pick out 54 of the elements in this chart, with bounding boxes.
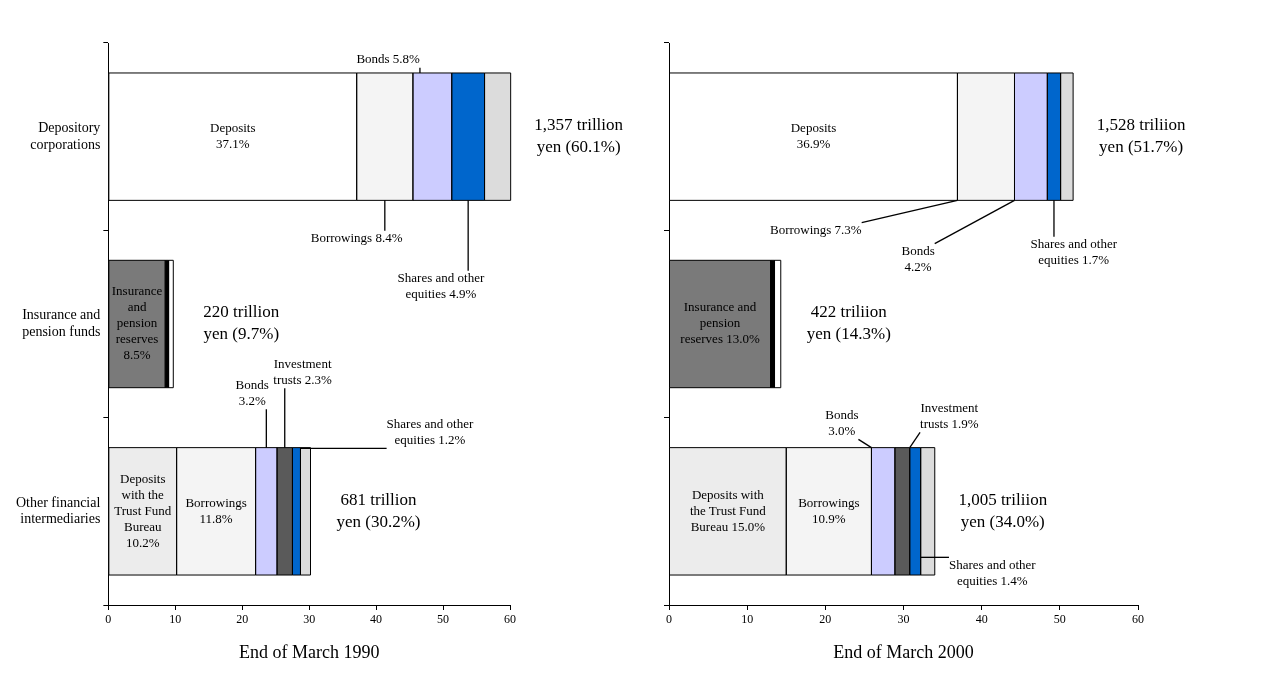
text: Bonds xyxy=(901,243,935,259)
data-label: 36.9% xyxy=(796,136,831,152)
x-tick-label: 10 xyxy=(169,612,182,627)
y-tick-label: Insurance and pension funds xyxy=(22,307,101,340)
x-tick-label: 0 xyxy=(666,612,672,627)
total-label: 220 trillion yen (9.7%) xyxy=(203,302,280,344)
total-label: 1,528 triliion yen (51.7%) xyxy=(1096,115,1187,157)
text: Shares and other equities 1.7% xyxy=(1030,236,1118,268)
text: Deposits with the Trust Fund Bureau 15.0% xyxy=(689,486,766,534)
series-label: Deposits with the Trust Fund Bureau xyxy=(114,470,172,534)
text: Shares and other equities 1.2% xyxy=(386,415,474,447)
data-label: 8.5% xyxy=(123,347,151,363)
x-tick-label: 20 xyxy=(236,612,249,627)
text: Bonds xyxy=(235,376,269,392)
x-tick-label: 10 xyxy=(741,612,754,627)
text: Borrowings 8.4% xyxy=(310,230,403,246)
x-tick-label: 60 xyxy=(1132,612,1144,627)
data-label: 4.2% xyxy=(904,259,932,275)
text: Shares and other equities 4.9% xyxy=(397,270,485,302)
x-tick-label: 20 xyxy=(819,612,832,627)
data-label: 10.9% xyxy=(812,510,846,526)
data-label: 10.2% xyxy=(125,534,160,550)
data-label: 3.2% xyxy=(238,392,266,408)
text: Investment trusts 1.9% xyxy=(920,399,979,431)
text: Bonds xyxy=(825,406,859,422)
total-label: 422 triliion yen (14.3%) xyxy=(806,302,891,344)
text: Insurance and pension reserves 13.0% xyxy=(680,299,760,347)
series-label: Borrowings xyxy=(798,494,860,510)
y-tick-label: Other financial intermediaries xyxy=(15,494,101,527)
x-tick-label: 50 xyxy=(437,612,450,627)
x-tick-label: 50 xyxy=(1053,612,1066,627)
text: Bonds 5.8% xyxy=(356,51,420,67)
x-tick-label: 30 xyxy=(303,612,316,627)
data-label: 37.1% xyxy=(215,136,250,152)
text: Shares and other equities 1.4% xyxy=(948,556,1036,588)
data-label: 11.8% xyxy=(199,510,233,526)
y-tick-label: Depository corporations xyxy=(30,119,101,152)
total-label: 681 trillion yen (30.2%) xyxy=(336,489,421,531)
text: Borrowings 7.3% xyxy=(769,222,862,238)
series-label: Insurance and pension reserves xyxy=(111,283,163,347)
x-tick-label: 30 xyxy=(897,612,910,627)
x-tick-label: 40 xyxy=(370,612,383,627)
x-tick-label: 0 xyxy=(105,612,112,627)
data-label: 3.0% xyxy=(828,422,856,438)
text: Investment trusts 2.3% xyxy=(273,355,332,387)
series-label: Borrowings xyxy=(185,494,247,510)
series-label: Deposits xyxy=(210,120,256,136)
x-axis-title: End of March 2000 xyxy=(833,641,974,662)
total-label: 1,005 triliion yen (34.0%) xyxy=(958,489,1048,531)
series-label: Deposits xyxy=(790,120,837,136)
total-label: 1,357 trillion yen (60.1%) xyxy=(534,115,624,157)
x-tick-label: 60 xyxy=(504,612,516,627)
x-axis-title: End of March 1990 xyxy=(238,641,380,662)
x-tick-label: 40 xyxy=(975,612,988,627)
